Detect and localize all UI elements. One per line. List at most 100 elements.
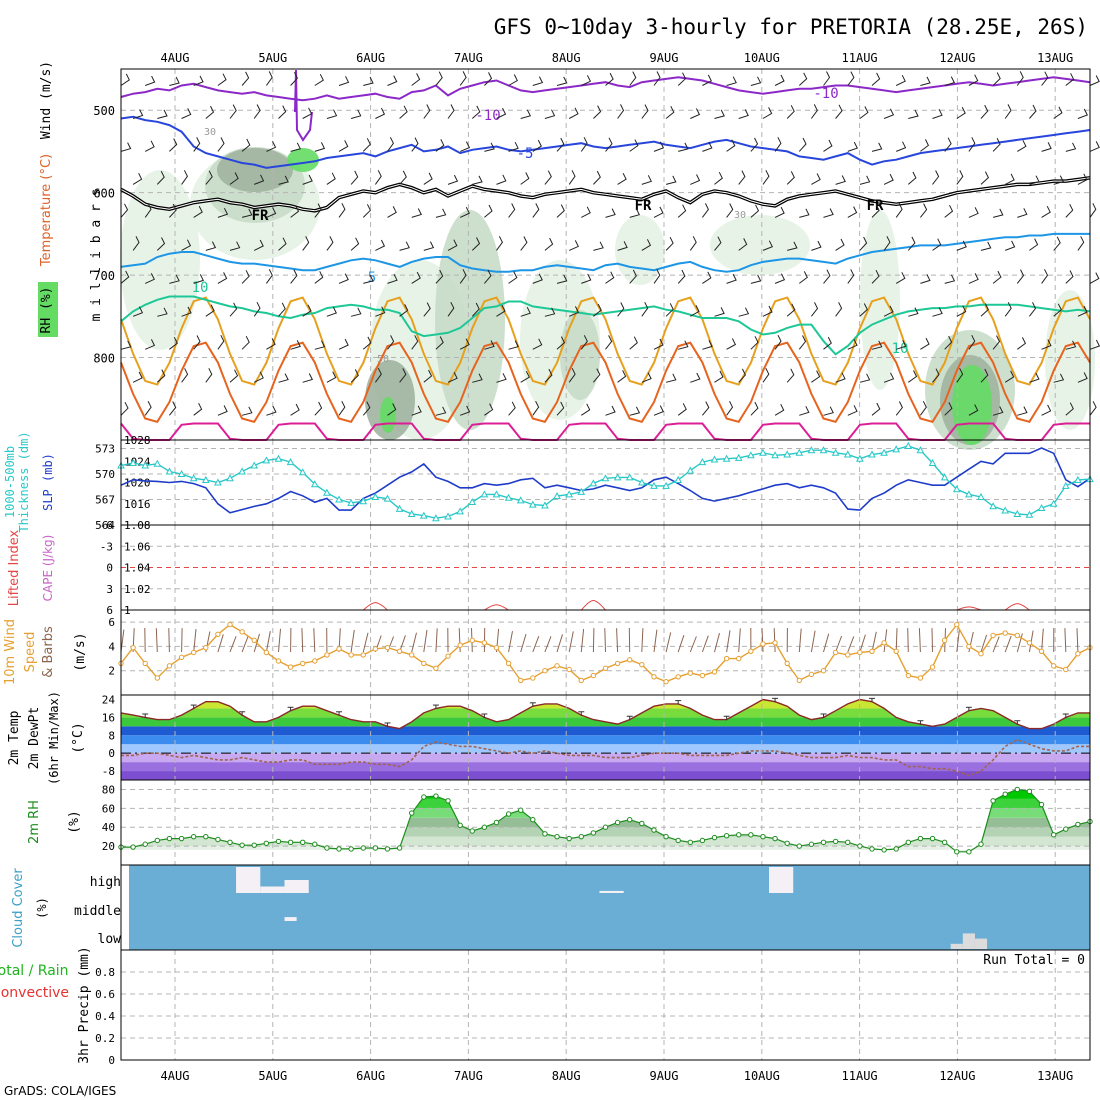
cape-bump — [956, 606, 982, 611]
top-date-label: 11AUG — [842, 51, 878, 65]
wind-barb — [253, 239, 264, 251]
wind-barb — [229, 369, 239, 383]
thickness-marker — [226, 474, 234, 482]
rh-ytick-label: 20 — [102, 840, 115, 853]
wind-barb — [338, 203, 346, 218]
wind-barb — [556, 204, 565, 218]
thickness-marker — [819, 446, 828, 454]
wind-barb — [859, 303, 868, 317]
thickness-marker — [141, 461, 150, 469]
wind-barb — [762, 170, 770, 185]
rh-marker — [348, 846, 354, 852]
wind-barb — [859, 106, 869, 119]
wind-barb — [508, 631, 513, 653]
thick-ytick-label: 567 — [95, 494, 115, 507]
temp-ytick-label: 16 — [102, 711, 115, 724]
wind-barb — [363, 76, 374, 86]
wind-speed-marker — [1075, 651, 1081, 657]
wind-barb — [1065, 340, 1077, 350]
rh-marker — [808, 841, 815, 847]
temp-band — [121, 699, 1090, 709]
cloud-block — [974, 938, 988, 949]
wind-ytick-label: 4 — [108, 640, 115, 653]
wind-barb — [556, 137, 565, 152]
wind-barb — [544, 237, 554, 251]
wind-barb — [726, 630, 731, 653]
cloud-middle-label: middle — [74, 904, 121, 919]
wind-barb — [605, 335, 613, 350]
wind-barb — [932, 307, 943, 317]
wind-barb — [362, 401, 371, 416]
rh-marker — [251, 842, 257, 848]
rh-marker — [990, 798, 996, 804]
wind-speed-marker — [796, 677, 802, 684]
wind-barb — [726, 338, 737, 350]
wind-barb — [653, 206, 664, 218]
wind-barb — [665, 236, 674, 251]
wind-barb — [290, 142, 302, 152]
rh-marker — [239, 842, 245, 848]
wind-barb — [350, 170, 359, 185]
wind-barb — [895, 628, 898, 653]
thickness-marker — [359, 497, 368, 505]
wind-barb — [605, 271, 615, 284]
dewpoint-line — [121, 738, 1090, 777]
wind-speed-marker — [627, 657, 633, 663]
wind-barb — [1065, 142, 1077, 152]
wind-speed-marker — [299, 660, 306, 667]
wind-barb — [1016, 633, 1023, 653]
wind-barb — [1089, 272, 1100, 284]
wind-barb — [786, 303, 796, 317]
rh-marker — [663, 833, 669, 840]
rh-marker — [590, 830, 597, 836]
precip-ytick-label: 0.6 — [95, 988, 115, 1001]
wind-barb — [520, 633, 527, 653]
wind-barb — [314, 73, 324, 86]
wind-barb — [145, 75, 156, 86]
bottom-date-label: 6AUG — [356, 1069, 385, 1083]
wind-barb — [229, 302, 238, 317]
wind-barb — [544, 368, 553, 383]
thickness-marker — [214, 478, 222, 486]
wind-barb — [302, 236, 310, 251]
wind-barb — [726, 273, 737, 284]
wind-barb — [1089, 401, 1097, 416]
wind-barb — [1041, 142, 1052, 152]
rh-marker — [832, 838, 839, 845]
bottom-date-label: 9AUG — [650, 1069, 679, 1083]
wind-barb — [265, 71, 273, 86]
wind-barb — [593, 241, 604, 251]
wind-barb — [883, 236, 891, 251]
wind-speed-marker — [287, 664, 294, 670]
wind-barb — [266, 405, 277, 416]
rh-marker — [711, 834, 718, 841]
li-label: Lifted Index — [7, 529, 22, 606]
wind-barb — [156, 170, 165, 185]
thickness-marker — [613, 473, 622, 481]
wind-barb — [980, 241, 992, 251]
wind-speed-marker — [227, 621, 233, 628]
wind-barb — [992, 406, 1004, 416]
wind-speed-marker — [445, 653, 451, 659]
wind-barb — [399, 105, 408, 119]
thickness-marker — [383, 494, 392, 502]
rh-marker — [796, 843, 802, 849]
wind-label: 10m Wind — [3, 619, 18, 685]
thickness-marker — [734, 453, 743, 461]
wind-barb — [750, 76, 762, 86]
wind-barb — [278, 628, 281, 653]
contour-label: FR — [252, 208, 269, 224]
wind-barb — [447, 301, 455, 317]
wind-barb — [169, 274, 180, 284]
wind-barb — [532, 338, 543, 350]
wind-speed-marker — [142, 660, 148, 667]
rh-marker — [687, 839, 693, 846]
thickness-marker — [165, 467, 174, 475]
slp-line — [120, 447, 1091, 514]
wind-barb — [738, 109, 749, 119]
rh-marker — [530, 816, 536, 823]
wind-speed-marker — [941, 637, 948, 644]
wind-speed-marker — [614, 660, 621, 667]
wind-barb — [1004, 370, 1015, 383]
wind-barb — [508, 141, 519, 152]
